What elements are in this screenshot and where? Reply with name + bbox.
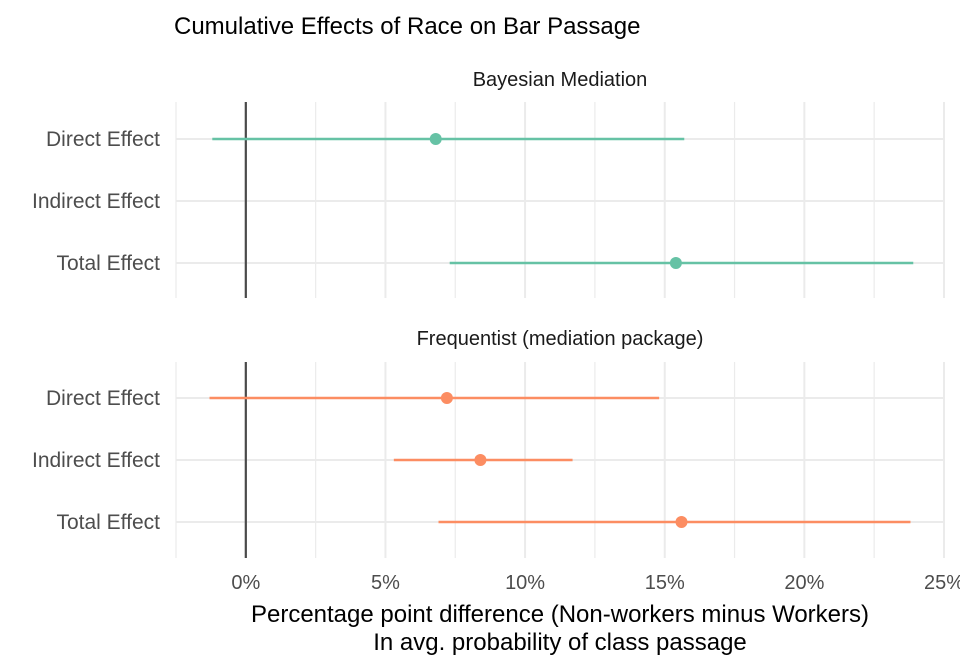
point-estimate [474, 454, 487, 466]
x-axis-label-line2: In avg. probability of class passage [373, 629, 747, 656]
x-tick-label: 5% [371, 572, 400, 594]
y-tick-label: Total Effect [56, 511, 160, 534]
panel-title: Bayesian Mediation [473, 69, 648, 91]
x-axis-label-line1: Percentage point difference (Non-workers… [251, 601, 869, 628]
x-axis-ticks: 0% 5% 10% 15% 20% 25% [231, 572, 960, 594]
point-estimate [669, 257, 682, 269]
chart-title: Cumulative Effects of Race on Bar Passag… [174, 13, 640, 40]
point-estimate [440, 392, 453, 404]
y-tick-label: Direct Effect [46, 387, 160, 410]
x-tick-label: 25% [924, 572, 960, 594]
x-tick-label: 15% [645, 572, 685, 594]
y-tick-label: Total Effect [56, 252, 160, 275]
x-tick-label: 10% [505, 572, 545, 594]
point-estimate [675, 516, 688, 528]
panel-frequentist: Frequentist (mediation package) Direct Ef… [32, 328, 945, 558]
point-estimate [429, 133, 442, 145]
y-tick-label: Indirect Effect [32, 449, 160, 472]
y-tick-label: Direct Effect [46, 128, 160, 151]
x-tick-label: 20% [784, 572, 824, 594]
panel-title: Frequentist (mediation package) [417, 328, 704, 350]
y-tick-label: Indirect Effect [32, 190, 160, 213]
x-tick-label: 0% [231, 572, 260, 594]
panel-bayesian: Bayesian Mediation Direct Effect Indirect … [32, 69, 945, 298]
